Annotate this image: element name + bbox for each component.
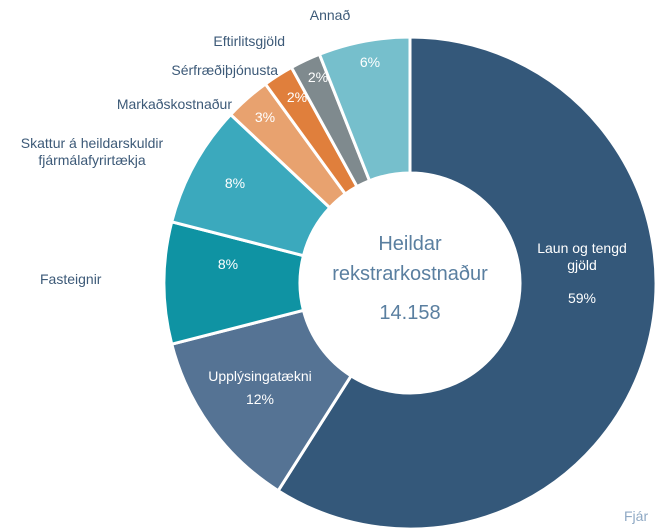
value-label: 59% [567,290,597,306]
value-label: 12% [245,391,275,407]
slice-label: Upplýsingatækni [208,368,312,384]
slice-label: Skattur á heildarskuldir fjármálafyrirtæ… [20,135,164,168]
center-title: Heildar rekstrarkostnaður [332,233,488,285]
value-label: 2% [286,89,308,105]
slice-label: Annað [309,7,351,23]
slice-label: Fasteignir [40,271,102,287]
center-value: 14.158 [379,302,441,324]
donut-slice [276,35,658,528]
source: Fjár [624,508,649,524]
value-label: 3% [254,109,276,125]
donut-slice [169,308,354,493]
slice-label: Eftirlitsgjöld [213,33,285,49]
value-label: 8% [224,175,246,191]
slice-label: Sérfræðiþjónusta [171,62,278,78]
value-label: 2% [307,69,329,85]
value-label: 6% [359,54,381,70]
value-label: 8% [217,256,239,272]
donut-slice [317,35,412,183]
slice-label: Markaðskostnaður [116,96,232,112]
slice-label: Laun og tengd gjöld [537,240,627,273]
